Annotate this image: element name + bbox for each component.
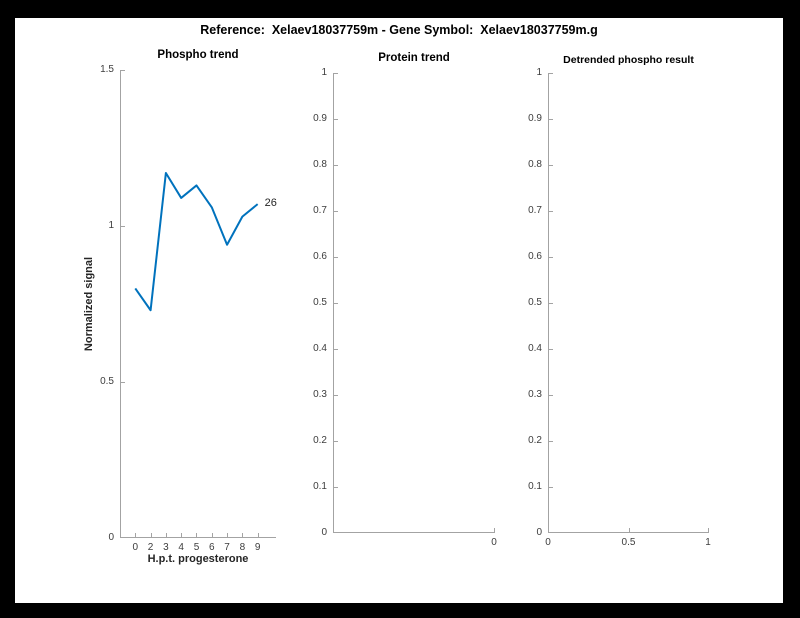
y-tick-label: 1	[321, 67, 327, 78]
x-tick-mark	[181, 533, 183, 537]
y-tick-label: 0.1	[313, 481, 327, 492]
x-tick-label: 0.5	[621, 537, 636, 548]
x-tick-mark	[494, 528, 495, 532]
y-tick-mark	[334, 211, 338, 212]
x-tick-label: 4	[178, 542, 184, 553]
x-tick-label: 9	[254, 542, 261, 553]
y-tick-label: 0.1	[528, 481, 542, 492]
y-tick-mark	[549, 349, 553, 350]
x-tick-label: 5	[193, 542, 200, 553]
y-tick-mark	[334, 119, 338, 120]
x-tick-label: 7	[224, 542, 230, 553]
y-tick-mark	[549, 303, 553, 304]
y-tick-mark	[334, 441, 338, 442]
y-tick-mark	[334, 532, 338, 533]
figure-canvas: Reference: Xelaev18037759m - Gene Symbol…	[15, 18, 783, 603]
y-tick-label: 0.3	[528, 389, 542, 400]
y-tick-mark	[549, 441, 553, 442]
x-tick-mark	[548, 528, 549, 532]
y-tick-label: 0.4	[313, 343, 327, 354]
y-tick-label: 0	[321, 527, 327, 538]
phospho-trend-plot: Phospho trend Normalized signal H.p.t. p…	[83, 49, 277, 565]
y-tick-mark	[549, 257, 553, 258]
x-tick-label: 2	[147, 542, 154, 553]
y-tick-mark	[121, 537, 125, 538]
y-tick-mark	[549, 73, 553, 74]
y-tick-mark	[334, 303, 338, 304]
x-tick-label: 0	[545, 537, 551, 548]
plot-title: Protein trend	[378, 52, 450, 64]
y-tick-mark	[334, 257, 338, 258]
x-tick-mark	[242, 533, 244, 537]
y-tick-mark	[121, 70, 125, 71]
y-tick-label: 0.8	[313, 159, 327, 170]
y-tick-mark	[549, 119, 553, 120]
y-tick-label: 1	[536, 67, 542, 78]
detrended-phospho-plot: Detrended phospho result 0 0.1 0.2 0.3 0.4 0.…	[528, 54, 711, 548]
y-tick-mark	[334, 73, 338, 74]
plot-title: Phospho trend	[157, 49, 239, 61]
x-tick-mark	[211, 533, 213, 537]
y-tick-label: 0.9	[313, 113, 327, 124]
y-tick-label: 0.3	[313, 389, 327, 400]
x-axis-line	[548, 532, 709, 533]
x-tick-label: 0	[491, 537, 497, 548]
trend-line-svg	[134, 171, 259, 312]
y-tick-label: 0.7	[528, 205, 542, 216]
x-tick-mark	[257, 533, 259, 537]
y-tick-mark	[121, 226, 125, 227]
x-tick-mark	[196, 533, 198, 537]
x-tick-mark	[135, 533, 137, 537]
y-tick-mark	[549, 487, 553, 488]
figure-title: Reference: Xelaev18037759m - Gene Symbol…	[200, 23, 598, 37]
y-tick-label: 0.5	[100, 376, 114, 387]
y-tick-label: 0.2	[313, 435, 327, 446]
y-tick-label: 0.5	[528, 297, 542, 308]
y-tick-mark	[549, 165, 553, 166]
x-tick-mark	[150, 533, 152, 537]
y-tick-label: 1	[108, 220, 114, 231]
y-tick-mark	[334, 349, 338, 350]
x-tick-label: 1	[705, 537, 711, 548]
y-tick-label: 0.6	[313, 251, 327, 262]
y-tick-label: 0.9	[528, 113, 542, 124]
y-tick-mark	[549, 211, 553, 212]
y-tick-label: 0.4	[528, 343, 542, 354]
y-axis-line	[548, 73, 549, 533]
y-axis-line	[333, 73, 334, 533]
y-tick-label: 0	[536, 527, 542, 538]
y-tick-label: 0.8	[528, 159, 542, 170]
y-tick-mark	[549, 395, 553, 396]
y-tick-mark	[334, 165, 338, 166]
x-tick-label: 3	[163, 542, 169, 553]
y-tick-label: 0.2	[528, 435, 542, 446]
y-tick-label: 0.5	[313, 297, 327, 308]
y-tick-mark	[334, 487, 338, 488]
protein-trend-plot: Protein trend 0 0.1 0.2 0.3 0.4 0.5 0.6 0.7 0.8 0…	[313, 52, 497, 548]
x-axis-label: H.p.t. progesterone	[147, 553, 249, 565]
trend-line	[134, 171, 259, 312]
plot-title: Detrended phospho result	[563, 54, 694, 66]
x-tick-label: 8	[239, 542, 246, 553]
line-end-annotation: 26	[264, 197, 277, 210]
y-tick-label: 0	[108, 532, 114, 543]
y-tick-mark	[334, 395, 338, 396]
x-tick-mark	[227, 533, 229, 537]
y-axis-label: Normalized signal	[83, 256, 95, 352]
x-axis-line	[120, 537, 276, 538]
y-axis-line	[120, 70, 121, 538]
y-tick-mark	[121, 382, 125, 383]
x-tick-label: 0	[132, 542, 139, 553]
y-tick-label: 1.5	[100, 64, 114, 75]
x-tick-mark	[165, 533, 167, 537]
y-tick-label: 0.7	[313, 205, 327, 216]
x-tick-mark	[708, 528, 709, 532]
x-tick-mark	[628, 528, 630, 532]
y-tick-label: 0.6	[528, 251, 542, 262]
y-tick-mark	[549, 532, 553, 533]
x-tick-label: 6	[208, 542, 215, 553]
x-axis-line	[333, 532, 495, 533]
